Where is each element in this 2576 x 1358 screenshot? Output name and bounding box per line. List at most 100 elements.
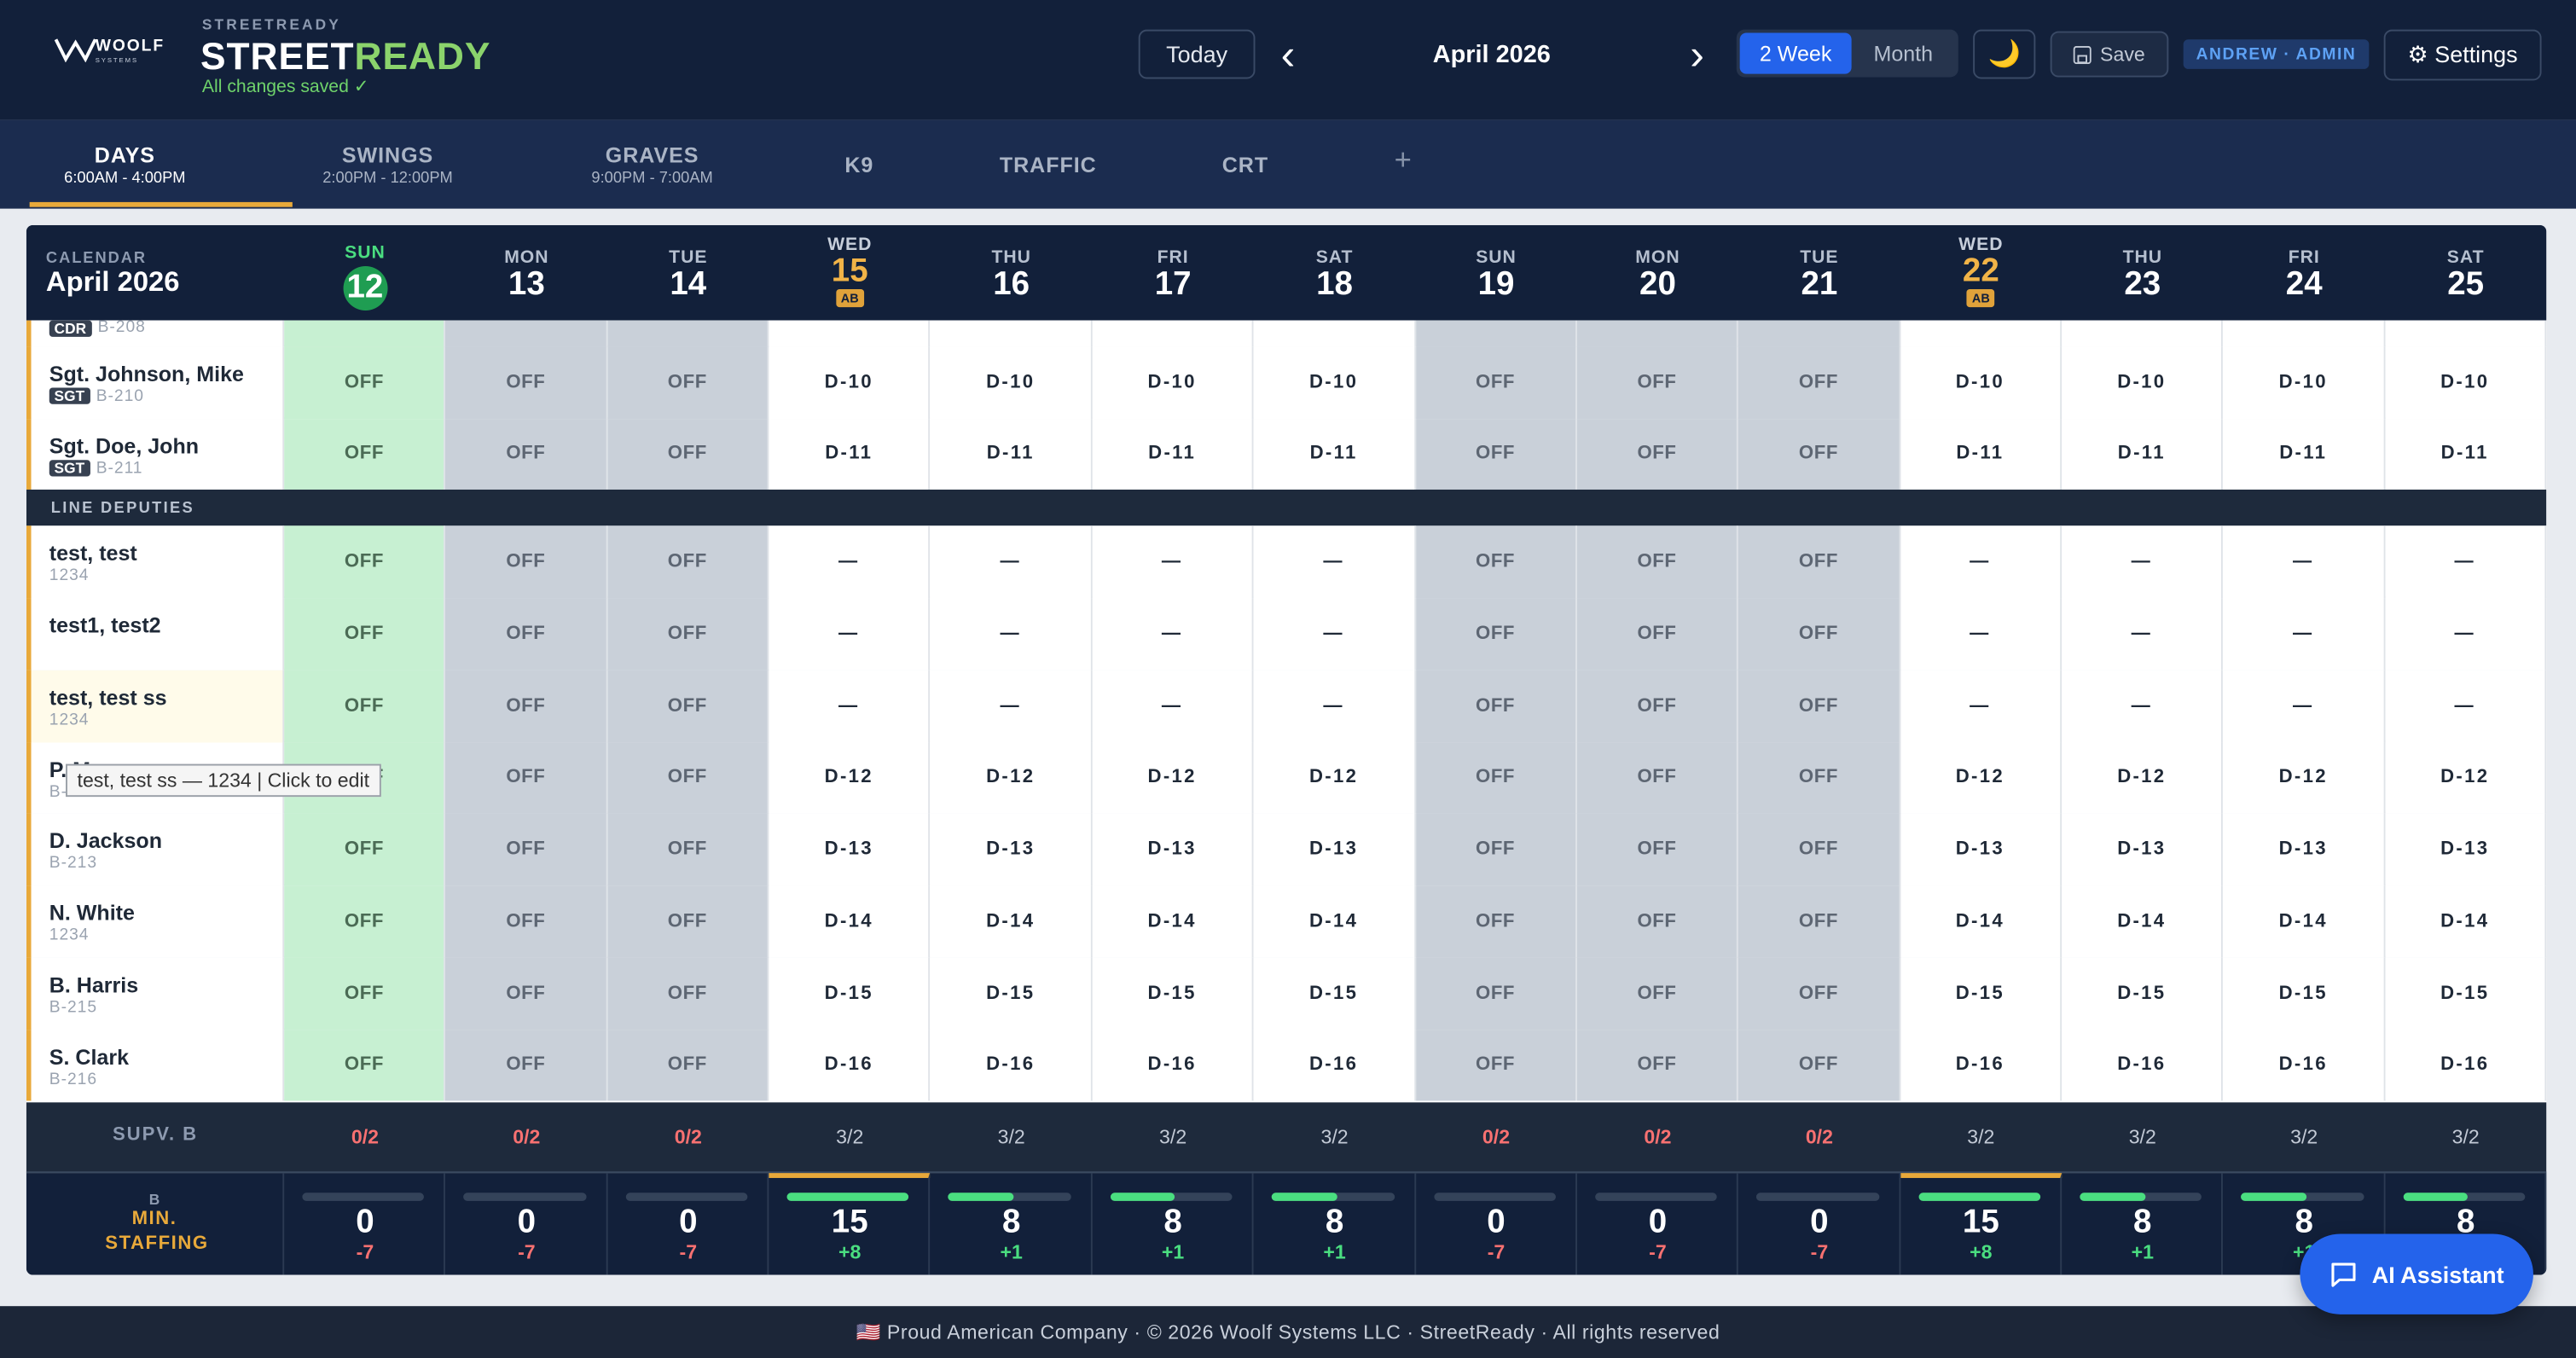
shift-cell[interactable]: OFF <box>445 525 608 599</box>
day-header[interactable]: FRI 17 <box>1092 225 1253 321</box>
staff-row[interactable]: B. Harris B-215 OFF OFF OFF D-15 D-15 D-15 D-15 O… <box>26 957 2547 1030</box>
shift-cell[interactable]: D-16 <box>1900 1029 2063 1101</box>
shift-cell[interactable]: D-14 <box>1092 885 1254 958</box>
day-header[interactable]: THU 16 <box>931 225 1092 321</box>
name-cell[interactable]: CDR B-208 <box>31 320 285 346</box>
shift-cell[interactable]: — <box>1900 670 2063 742</box>
shift-cell[interactable]: D-15 <box>2223 957 2385 1030</box>
shift-cell[interactable]: D-16 <box>2223 1029 2385 1101</box>
shift-cell[interactable]: — <box>930 670 1093 742</box>
day-header[interactable]: THU 23 <box>2062 225 2223 321</box>
shift-cell[interactable]: — <box>1253 670 1416 742</box>
shift-cell[interactable]: OFF <box>284 813 446 886</box>
shift-cell[interactable]: D-15 <box>1900 957 2063 1030</box>
shift-cell[interactable]: OFF <box>1738 525 1900 599</box>
shift-cell[interactable]: — <box>2223 670 2385 742</box>
shift-cell[interactable]: OFF <box>1415 1029 1577 1101</box>
shift-cell[interactable]: D-13 <box>2062 813 2224 886</box>
shift-cell[interactable]: OFF <box>607 345 769 419</box>
shift-cell[interactable]: OFF <box>1415 670 1577 742</box>
shift-cell[interactable]: D-15 <box>930 957 1093 1030</box>
name-cell[interactable]: B. Harris B-215 <box>31 957 285 1030</box>
shift-cell[interactable]: OFF <box>445 885 608 958</box>
shift-cell[interactable] <box>930 320 1093 346</box>
shift-cell[interactable]: D-13 <box>930 813 1093 886</box>
shift-cell[interactable]: OFF <box>284 525 446 599</box>
shift-cell[interactable]: OFF <box>607 741 769 814</box>
shift-cell[interactable]: OFF <box>1576 741 1739 814</box>
shift-cell[interactable]: — <box>2062 670 2224 742</box>
name-cell[interactable]: Sgt. Johnson, Mike SGT B-210 <box>31 345 285 419</box>
shift-cell[interactable]: OFF <box>445 957 608 1030</box>
shift-cell[interactable]: OFF <box>284 598 446 670</box>
shift-cell[interactable]: D-14 <box>769 885 931 958</box>
shift-cell[interactable]: D-14 <box>930 885 1093 958</box>
shift-cell[interactable]: D-12 <box>2062 741 2224 814</box>
name-cell[interactable]: S. Clark B-216 <box>31 1029 285 1101</box>
shift-cell[interactable]: OFF <box>607 418 769 490</box>
shift-cell[interactable]: OFF <box>1576 670 1739 742</box>
shift-cell[interactable]: D-15 <box>1253 957 1416 1030</box>
shift-cell[interactable]: D-15 <box>2062 957 2224 1030</box>
shift-cell[interactable]: D-12 <box>930 741 1093 814</box>
shift-cell[interactable]: OFF <box>1738 418 1900 490</box>
shift-cell[interactable]: D-10 <box>1092 345 1254 419</box>
shift-cell[interactable]: — <box>1900 525 2063 599</box>
day-header[interactable]: SAT 18 <box>1254 225 1415 321</box>
tab[interactable]: DAYS 6:00AM - 4:00PM <box>0 120 256 209</box>
shift-cell[interactable]: — <box>2384 525 2547 599</box>
shift-cell[interactable]: D-13 <box>2223 813 2385 886</box>
shift-cell[interactable]: D-15 <box>769 957 931 1030</box>
shift-cell[interactable]: OFF <box>607 670 769 742</box>
shift-cell[interactable]: D-10 <box>2062 345 2224 419</box>
shift-cell[interactable]: OFF <box>284 957 446 1030</box>
shift-cell[interactable]: OFF <box>607 1029 769 1101</box>
shift-cell[interactable]: — <box>2223 598 2385 670</box>
shift-cell[interactable]: OFF <box>1576 813 1739 886</box>
shift-cell[interactable]: D-14 <box>1253 885 1416 958</box>
shift-cell[interactable]: — <box>1092 525 1254 599</box>
shift-cell[interactable]: D-12 <box>2223 741 2385 814</box>
staff-row[interactable]: test, test ss 1234 OFF OFF OFF — — — — OFF OFF OFF —… <box>26 670 2547 742</box>
shift-cell[interactable]: D-11 <box>1092 418 1254 490</box>
shift-cell[interactable]: D-12 <box>769 741 931 814</box>
prev-button[interactable]: ‹ <box>1280 28 1296 78</box>
shift-cell[interactable]: OFF <box>445 345 608 419</box>
shift-cell[interactable]: OFF <box>284 670 446 742</box>
next-button[interactable]: › <box>1690 28 1704 78</box>
day-header[interactable]: WED 22 AB <box>1900 225 2062 321</box>
settings-button[interactable]: ⚙ Settings <box>2383 29 2542 81</box>
shift-cell[interactable]: D-14 <box>2223 885 2385 958</box>
shift-cell[interactable]: — <box>769 525 931 599</box>
shift-cell[interactable]: — <box>1900 598 2063 670</box>
shift-cell[interactable]: OFF <box>1738 957 1900 1030</box>
tab[interactable]: SWINGS 2:00PM - 12:00PM <box>256 120 519 209</box>
shift-cell[interactable]: OFF <box>607 885 769 958</box>
shift-cell[interactable]: D-12 <box>1092 741 1254 814</box>
shift-cell[interactable]: OFF <box>1576 345 1739 419</box>
shift-cell[interactable] <box>1415 320 1577 346</box>
staff-row[interactable]: P. MB-212OFFOFFOFFD-12D-12D-12D-12OFFOFF… <box>26 741 2547 814</box>
view-2week[interactable]: 2 Week <box>1739 32 1852 74</box>
shift-cell[interactable]: OFF <box>1415 741 1577 814</box>
shift-cell[interactable]: OFF <box>445 418 608 490</box>
staff-row[interactable]: D. Jackson B-213 OFF OFF OFF D-13 D-13 D-13 D-13… <box>26 813 2547 886</box>
shift-cell[interactable]: D-10 <box>769 345 931 419</box>
day-header[interactable]: TUE 21 <box>1738 225 1900 321</box>
name-cell[interactable]: Sgt. Doe, John SGT B-211 <box>31 418 285 490</box>
name-cell[interactable]: test1, test2 <box>31 598 285 670</box>
shift-cell[interactable]: — <box>2384 598 2547 670</box>
view-month[interactable]: Month <box>1873 41 1934 67</box>
shift-cell[interactable]: OFF <box>1576 957 1739 1030</box>
shift-cell[interactable]: D-11 <box>769 418 931 490</box>
add-tab[interactable]: + <box>1394 142 1412 177</box>
day-header[interactable]: SUN 19 <box>1415 225 1576 321</box>
shift-cell[interactable]: D-11 <box>2062 418 2224 490</box>
shift-cell[interactable]: D-13 <box>1253 813 1416 886</box>
shift-cell[interactable]: D-16 <box>930 1029 1093 1101</box>
shift-cell[interactable]: OFF <box>445 598 608 670</box>
shift-cell[interactable]: — <box>1092 598 1254 670</box>
shift-cell[interactable]: OFF <box>1415 418 1577 490</box>
shift-cell[interactable]: OFF <box>284 345 446 419</box>
shift-cell[interactable]: OFF <box>1738 1029 1900 1101</box>
